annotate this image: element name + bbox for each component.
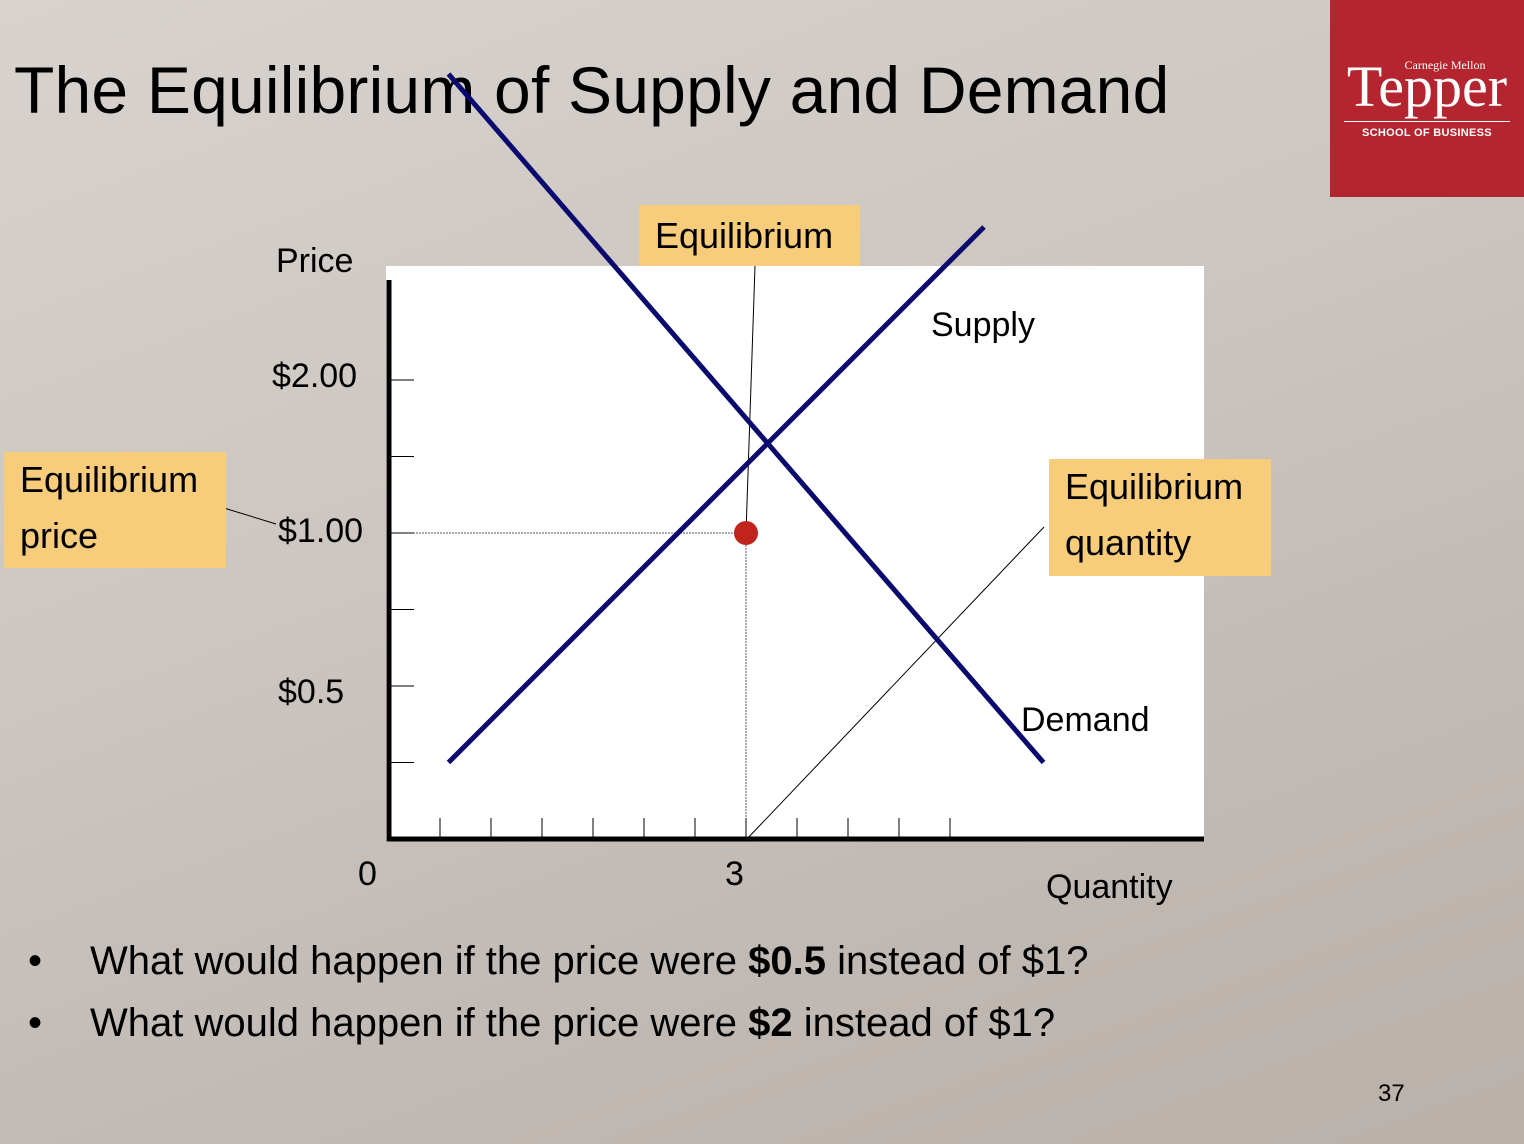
equilibrium-quantity-text-1: Equilibrium (1065, 466, 1244, 507)
tepper-logo: Carnegie Mellon Tepper SCHOOL OF BUSINES… (1330, 0, 1524, 197)
equilibrium-callout-text: Equilibrium (655, 215, 834, 256)
y-axis-label: Price (276, 242, 354, 280)
quantity-leader-line (745, 526, 1045, 841)
logo-divider (1344, 121, 1510, 122)
question-item: What would happen if the price were $2 i… (28, 992, 1088, 1054)
logo-name: Tepper (1346, 54, 1508, 119)
x-axis-label: Quantity (1046, 868, 1173, 906)
supply-label: Supply (931, 306, 1035, 344)
x-tick-label-3: 3 (725, 855, 744, 893)
logo-university: Carnegie Mellon (1404, 58, 1486, 72)
equilibrium-point (734, 521, 758, 545)
axis-ticks (389, 379, 951, 839)
price-leader-line (223, 507, 277, 525)
question-list: What would happen if the price were $0.5… (28, 930, 1088, 1054)
demand-curve (446, 72, 1046, 765)
equilibrium-price-callout: Equilibrium price (4, 452, 226, 568)
equilibrium-quantity-callout: Equilibrium quantity (1049, 459, 1271, 576)
supply-curve (446, 225, 986, 765)
equilibrium-callout: Equilibrium (639, 205, 860, 266)
question-item: What would happen if the price were $0.5… (28, 930, 1088, 992)
demand-label: Demand (1021, 701, 1150, 739)
equilibrium-quantity-text-2: quantity (1065, 522, 1192, 563)
equilibrium-leader-line (745, 265, 756, 534)
slide-title: The Equilibrium of Supply and Demand (14, 53, 1170, 127)
equilibrium-price-text-1: Equilibrium (20, 459, 199, 500)
logo-school: SCHOOL OF BUSINESS (1362, 127, 1492, 139)
x-tick-label-0: 0 (358, 855, 377, 893)
y-tick-label-1: $1.00 (278, 512, 364, 550)
y-tick-label-0-5: $0.5 (278, 673, 345, 711)
y-tick-label-2: $2.00 (272, 357, 358, 395)
equilibrium-price-text-2: price (20, 515, 99, 556)
page-number: 37 (1378, 1080, 1405, 1107)
